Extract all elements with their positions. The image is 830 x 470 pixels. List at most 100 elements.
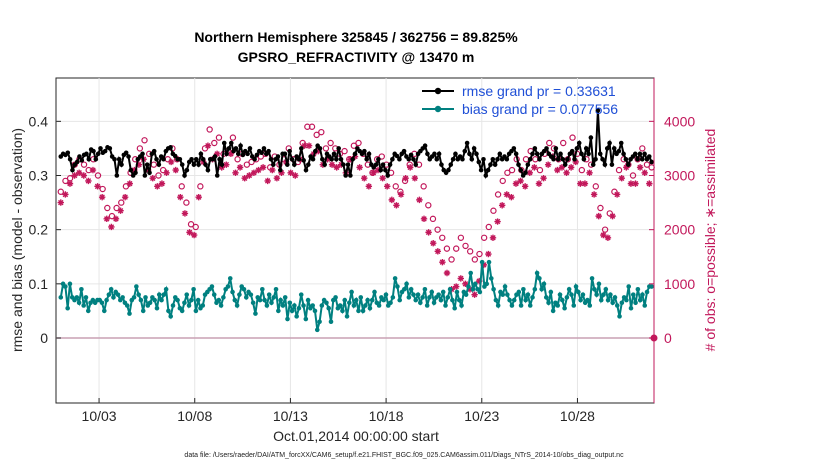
bias-point <box>502 284 508 289</box>
bias-point <box>413 297 419 303</box>
assimilated-obs-marker <box>393 202 400 209</box>
bias-point <box>225 284 231 289</box>
bias-point <box>67 281 73 287</box>
rmse-point <box>572 156 577 162</box>
rmse-point <box>247 146 253 151</box>
possible-obs-marker <box>629 172 637 179</box>
assimilated-obs-marker <box>586 169 593 176</box>
assimilated-obs-marker <box>315 147 322 155</box>
rmse-point <box>198 151 204 157</box>
rmse-point <box>511 146 517 151</box>
line-layer <box>58 108 654 333</box>
assimilated-obs-marker <box>581 180 589 187</box>
bias-point <box>120 295 125 300</box>
assimilated-obs-marker <box>356 164 363 171</box>
rmse-point <box>303 167 309 173</box>
possible-obs-marker <box>57 188 64 195</box>
assimilated-obs-marker <box>333 164 340 171</box>
rmse-point <box>350 156 355 162</box>
rmse-point <box>593 156 598 162</box>
rmse-point <box>287 148 292 154</box>
rmse-point <box>285 162 290 167</box>
rmse-point <box>65 150 71 156</box>
rmse-point <box>597 151 603 157</box>
rmse-point <box>238 143 243 149</box>
possible-obs-marker <box>443 245 451 252</box>
bias-point <box>470 286 476 292</box>
assimilated-obs-marker <box>480 261 487 269</box>
bias-point <box>463 292 469 297</box>
possible-obs-marker <box>248 158 255 166</box>
bias-point <box>589 276 595 281</box>
bias-point <box>287 300 293 306</box>
bias-point <box>431 300 437 306</box>
bias-point <box>637 297 643 303</box>
bias-point <box>404 281 409 287</box>
rmse-point <box>562 162 568 167</box>
bias-point <box>63 284 68 289</box>
assimilated-obs-marker <box>75 169 83 176</box>
rmse-point <box>604 146 610 151</box>
assimilated-obs-marker <box>351 153 359 160</box>
rmse-point <box>422 143 428 149</box>
rmse-point <box>439 162 444 167</box>
bias-point <box>163 286 169 292</box>
y-tick-label-left: 0.1 <box>29 276 49 292</box>
rmse-point <box>525 162 531 167</box>
possible-obs-marker <box>639 145 646 152</box>
bias-point <box>353 297 359 303</box>
rmse-point <box>618 140 624 146</box>
y-tick-label-left: 0.2 <box>29 222 49 238</box>
bias-point <box>182 300 187 306</box>
rmse-point <box>177 156 183 162</box>
bias-point <box>234 303 240 308</box>
rmse-point <box>432 151 437 157</box>
assimilated-obs-marker <box>508 193 515 201</box>
bias-point <box>79 286 84 292</box>
rmse-point <box>448 162 454 167</box>
rmse-point <box>623 156 629 162</box>
rmse-point <box>266 148 271 154</box>
bias-point <box>104 297 109 303</box>
rmse-point <box>537 156 542 162</box>
rmse-point <box>590 162 596 167</box>
assimilated-obs-marker <box>411 175 419 182</box>
bias-point <box>452 305 457 311</box>
bias-point <box>230 289 235 295</box>
rmse-point <box>79 158 85 163</box>
rmse-point <box>114 173 120 178</box>
y-axis-label-right: # of obs: o=possible; ∗=assimilated <box>702 129 718 352</box>
bias-point <box>500 292 506 297</box>
assimilated-obs-marker <box>609 212 616 220</box>
bias-point <box>424 303 430 308</box>
assimilated-obs-marker <box>636 164 644 171</box>
bias-point <box>505 292 510 297</box>
legend-rmse-label: rmse grand pr = 0.33631 <box>462 83 616 99</box>
assimilated-obs-marker <box>186 229 193 236</box>
assimilated-obs-marker <box>62 191 69 198</box>
assimilated-obs-marker <box>590 191 598 198</box>
possible-obs-marker <box>485 223 492 231</box>
x-tick-label: 10/18 <box>369 408 404 424</box>
bias-point <box>250 300 256 306</box>
rmse-point <box>602 162 608 167</box>
bias-point <box>626 284 632 289</box>
assimilated-obs-marker <box>489 234 497 241</box>
bias-point <box>106 292 112 297</box>
rmse-point <box>98 146 103 151</box>
rmse-point <box>513 151 519 157</box>
assimilated-obs-marker <box>236 164 244 171</box>
bias-point <box>454 289 460 295</box>
rmse-point <box>394 153 400 159</box>
assimilated-obs-marker <box>517 177 524 185</box>
bias-point <box>633 300 638 306</box>
rmse-point <box>224 151 229 157</box>
rmse-point <box>116 156 122 162</box>
bias-point <box>58 295 64 300</box>
y-tick-label-left: 0 <box>40 330 48 346</box>
rmse-point <box>586 151 591 157</box>
rmse-point <box>107 146 113 151</box>
legend: rmse grand pr = 0.33631 bias grand pr = … <box>422 83 618 117</box>
assimilated-obs-marker <box>430 240 437 247</box>
bias-point <box>456 297 462 303</box>
